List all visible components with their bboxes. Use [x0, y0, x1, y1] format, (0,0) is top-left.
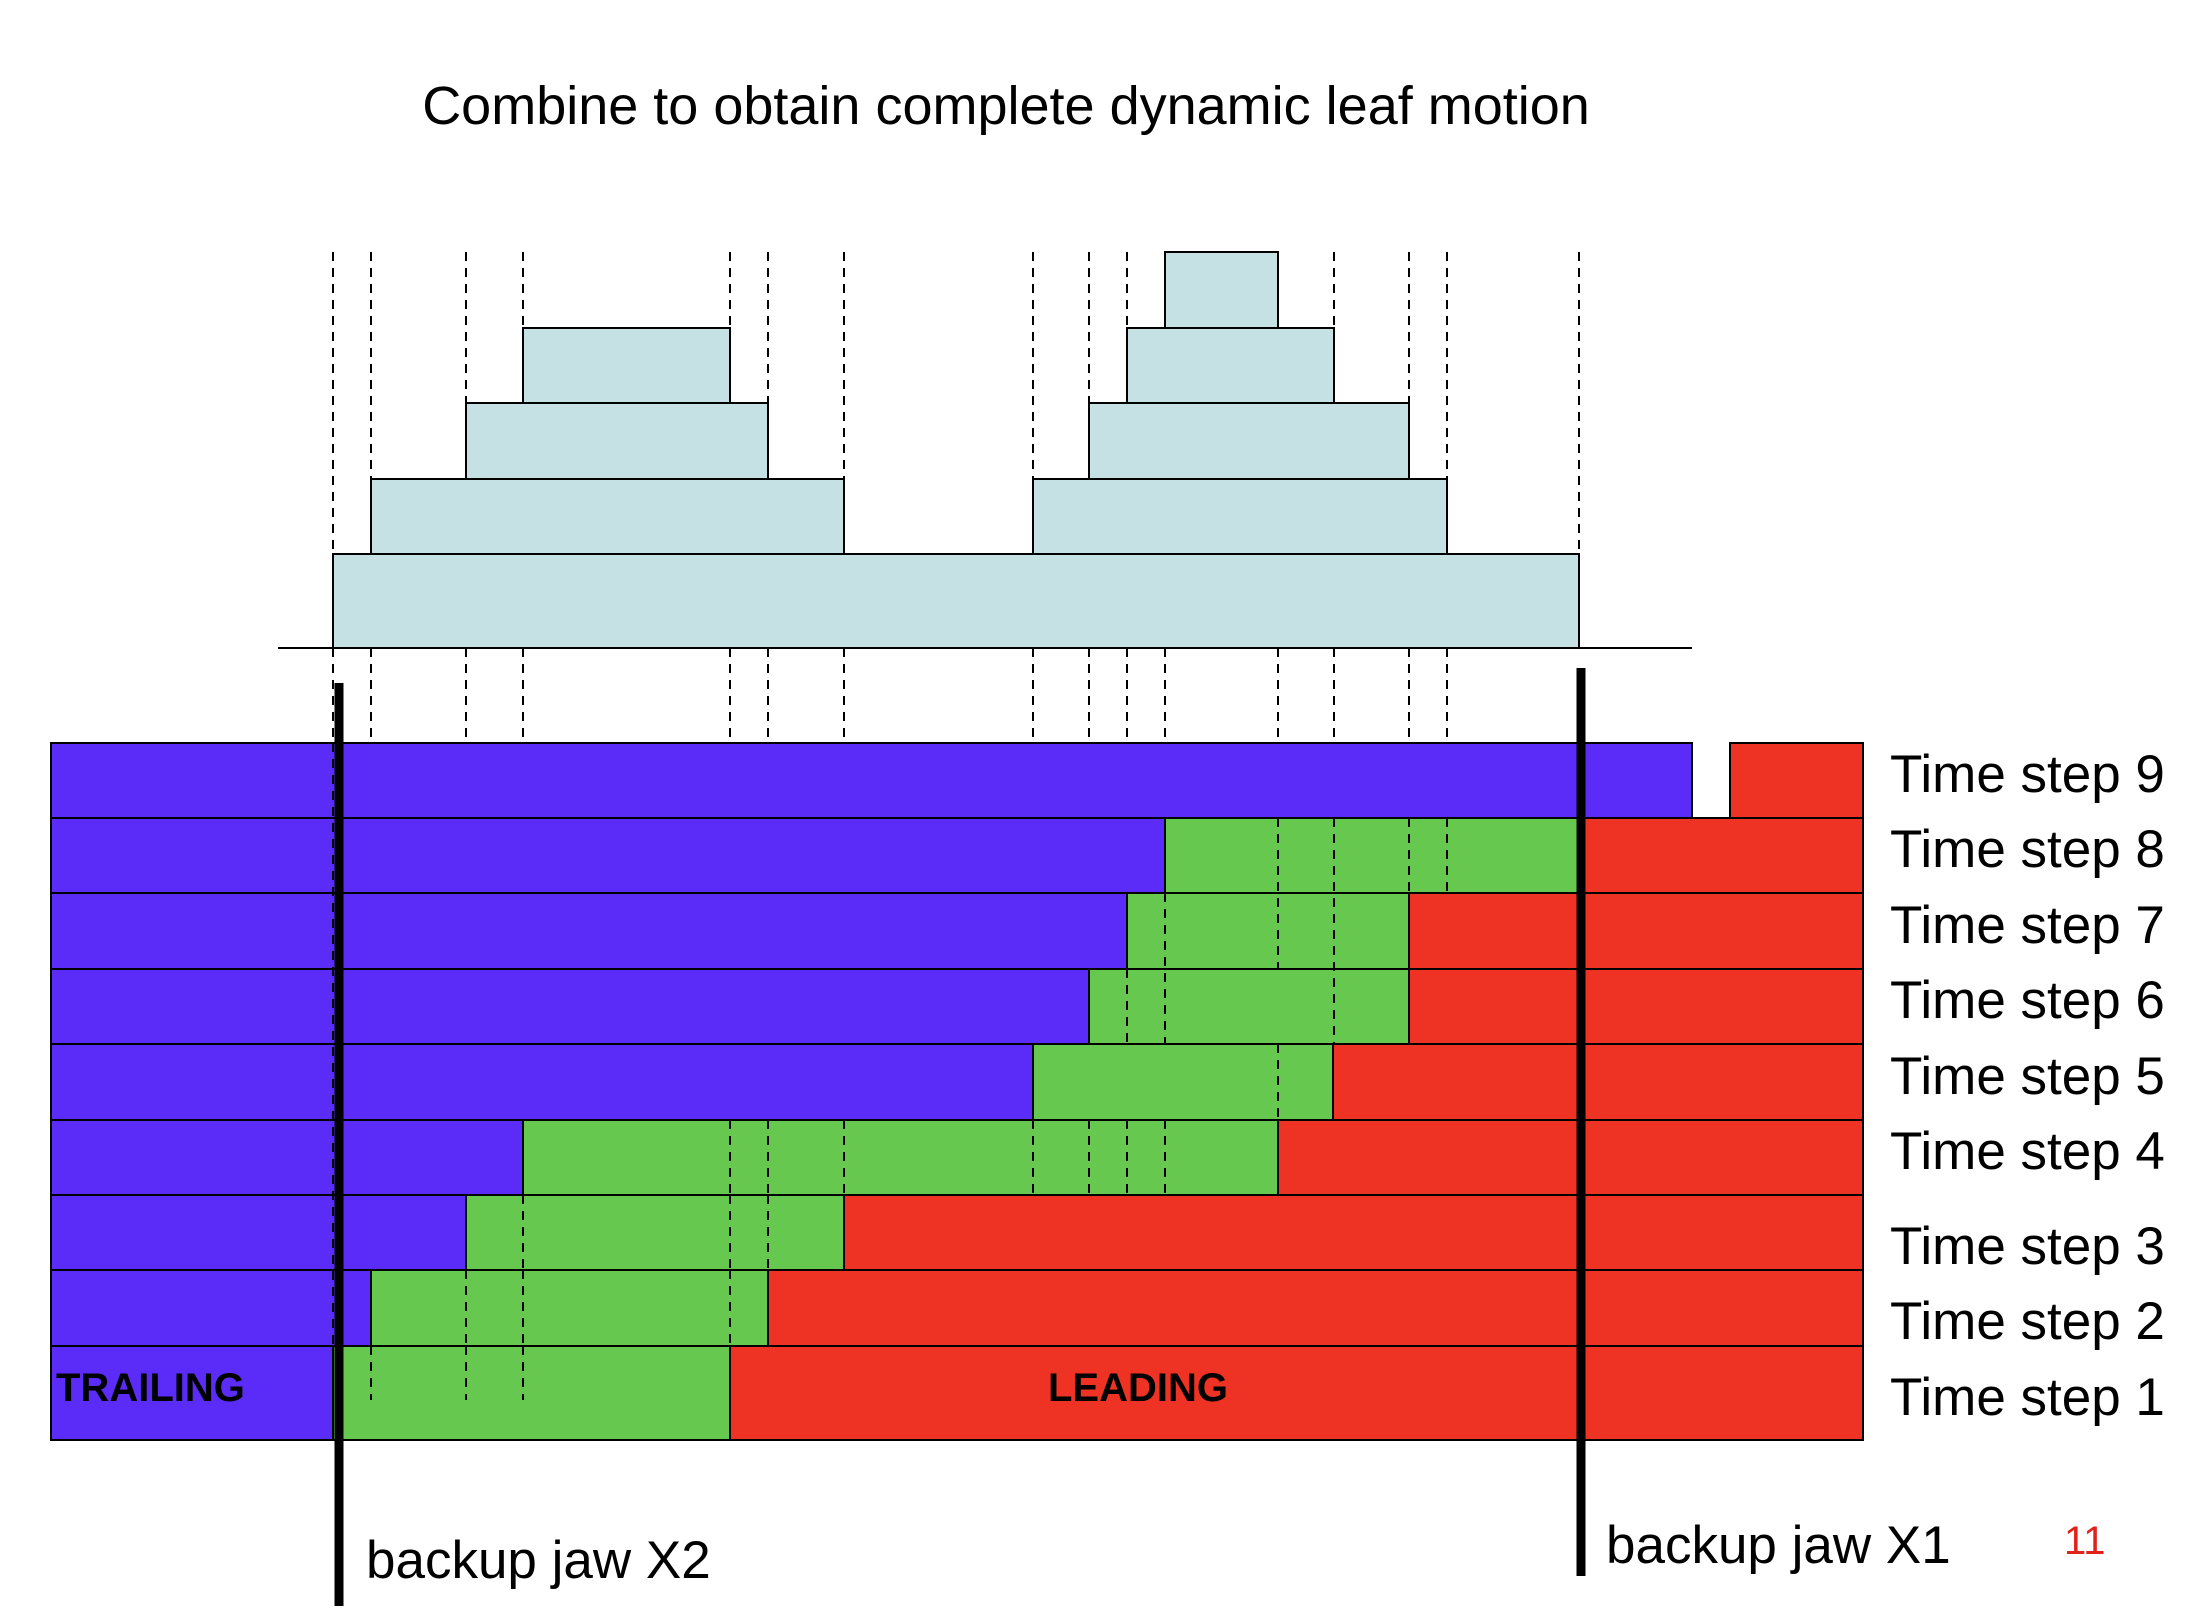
time-step-label: Time step 5 — [1890, 1047, 2165, 1106]
time-step-label: Time step 3 — [1890, 1217, 2165, 1276]
trailing-label: TRAILING — [56, 1366, 245, 1410]
page-title: Combine to obtain complete dynamic leaf … — [422, 76, 1590, 136]
time-step-labels: Time step 9 Time step 8 Time step 7 Time… — [1890, 745, 2165, 1427]
page-number: 11 — [2064, 1519, 2106, 1563]
trailing-leaf-step-3 — [50, 1194, 467, 1271]
open-field-step-5 — [1032, 1043, 1334, 1121]
open-field-step-3 — [465, 1194, 845, 1271]
profile-level-3-right — [1088, 402, 1410, 480]
profile-level-2-right — [1032, 478, 1448, 555]
open-field-step-6 — [1088, 968, 1410, 1045]
backup-jaw-x2-label: backup jaw X2 — [366, 1531, 711, 1590]
profile-level-3-left — [465, 402, 769, 480]
time-step-label: Time step 9 — [1890, 745, 2165, 804]
open-field-step-7 — [1126, 892, 1410, 970]
leading-leaf-step-6 — [1408, 968, 1864, 1045]
time-step-label: Time step 7 — [1890, 896, 2165, 955]
trailing-leaf-step-4 — [50, 1119, 524, 1196]
intensity-profile — [332, 251, 1580, 649]
guide-lines — [332, 252, 1580, 1400]
trailing-leaf-step-9 — [50, 742, 1693, 819]
trailing-leaf-step-5 — [50, 1043, 1034, 1121]
leading-leaf-step-1 — [729, 1345, 1864, 1441]
time-step-label: Time step 2 — [1890, 1292, 2165, 1351]
leading-leaf-step-8 — [1578, 817, 1864, 894]
profile-level-2-left — [370, 478, 845, 555]
trailing-leaf-step-8 — [50, 817, 1166, 894]
leading-leaf-step-3 — [843, 1194, 1864, 1271]
open-field-step-8 — [1164, 817, 1580, 894]
trailing-leaf-step-6 — [50, 968, 1090, 1045]
backup-jaw-x1-label: backup jaw X1 — [1606, 1516, 1951, 1575]
time-step-label: Time step 8 — [1890, 820, 2165, 879]
leading-leaf-step-5 — [1332, 1043, 1864, 1121]
leading-label: LEADING — [1048, 1366, 1228, 1410]
time-step-label: Time step 4 — [1890, 1122, 2165, 1181]
time-step-label: Time step 6 — [1890, 971, 2165, 1030]
time-step-label: Time step 1 — [1890, 1368, 2165, 1427]
trailing-leaf-step-2 — [50, 1269, 372, 1347]
open-field-step-2 — [370, 1269, 769, 1347]
leading-leaf-step-7 — [1408, 892, 1864, 970]
leading-leaf-step-2 — [767, 1269, 1864, 1347]
profile-level-1 — [332, 553, 1580, 649]
trailing-leaf-step-7 — [50, 892, 1128, 970]
profile-level-5-right — [1164, 251, 1279, 329]
trailing-leaf-step-1 — [50, 1345, 334, 1441]
open-field-step-1 — [332, 1345, 731, 1441]
profile-level-4-right — [1126, 327, 1335, 404]
profile-level-4-left — [522, 327, 731, 404]
leading-leaf-step-4 — [1277, 1119, 1864, 1196]
time-step-rows — [50, 742, 1864, 1441]
leading-leaf-step-9 — [1729, 742, 1864, 819]
